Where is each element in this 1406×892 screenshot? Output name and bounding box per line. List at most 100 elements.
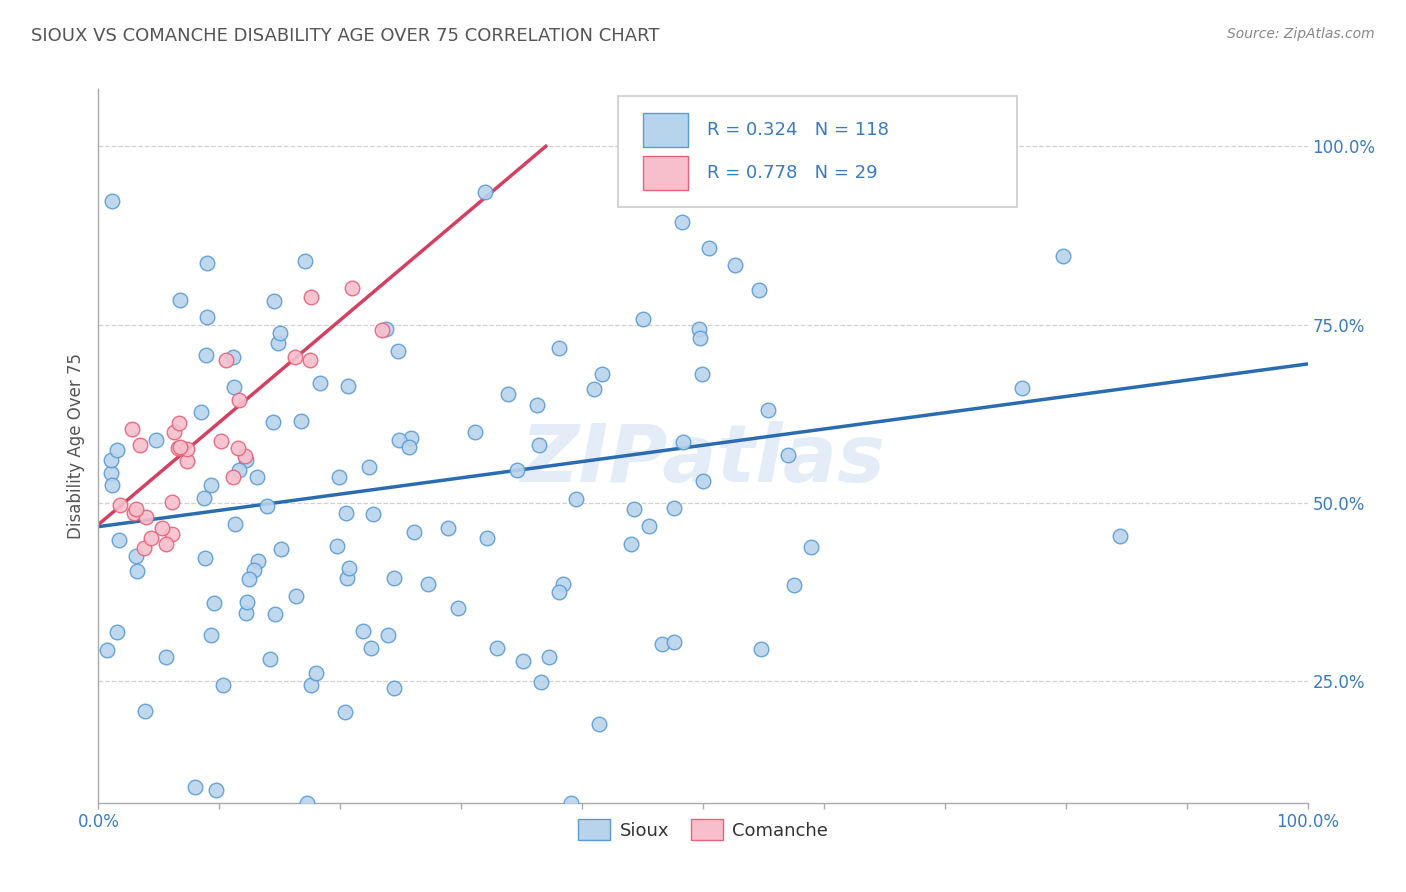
Point [190,404,212,418]
Point [238,572,260,586]
Point [340,281,363,295]
Point [176,453,198,467]
Point [145,433,167,447]
Point [305,666,328,681]
Point [548,341,571,355]
FancyBboxPatch shape [619,96,1018,207]
Point [398,440,420,454]
Point [672,435,695,450]
Point [134,704,156,718]
Point [169,293,191,307]
Point [211,678,233,692]
Point [194,348,217,362]
Point [377,627,399,641]
Point [122,507,145,521]
Point [724,258,747,272]
Point [749,642,772,657]
Point [160,527,183,541]
Point [100,478,122,492]
Point [588,716,610,731]
Point [382,571,405,585]
Point [690,367,713,381]
Point [551,577,574,591]
Point [399,431,422,445]
Point [193,491,215,505]
Point [633,312,655,326]
Point [100,453,122,467]
Point [194,551,217,566]
Point [263,293,285,308]
Point [336,571,359,585]
Point [464,425,486,439]
Point [125,549,148,563]
Text: R = 0.324   N = 118: R = 0.324 N = 118 [707,121,889,139]
Point [664,635,686,649]
Point [505,463,527,477]
Point [121,422,143,436]
Y-axis label: Disability Age Over 75: Disability Age Over 75 [66,353,84,539]
Point [262,415,284,429]
Point [108,498,131,512]
Point [200,628,222,642]
Point [371,323,394,337]
Point [200,478,222,492]
Point [526,398,548,412]
Point [748,283,770,297]
Point [243,563,266,577]
Point [352,624,374,639]
Point [163,425,186,439]
Point [108,533,131,547]
Point [382,681,405,695]
Point [222,470,245,484]
Point [125,501,148,516]
Point [416,576,439,591]
Point [301,678,323,692]
Point [195,310,218,324]
Point [560,796,582,810]
Point [263,607,285,621]
Text: Source: ZipAtlas.com: Source: ZipAtlas.com [1227,27,1375,41]
Point [477,531,499,545]
Point [1108,529,1130,543]
Point [537,649,560,664]
Point [160,495,183,509]
Point [269,326,291,340]
Point [195,256,218,270]
Point [235,607,257,621]
Point [328,469,350,483]
Point [246,470,269,484]
Point [228,392,250,407]
Point [756,403,779,417]
Point [527,438,550,452]
Point [783,578,806,592]
Point [374,322,396,336]
Point [692,474,714,488]
Legend: Sioux, Comanche: Sioux, Comanche [571,812,835,847]
Point [209,434,232,448]
Point [333,705,356,719]
Text: SIOUX VS COMANCHE DISABILITY AGE OVER 75 CORRELATION CHART: SIOUX VS COMANCHE DISABILITY AGE OVER 75… [31,27,659,45]
Point [623,502,645,516]
Point [800,540,823,554]
Point [638,519,661,533]
Point [359,460,381,475]
Point [1052,249,1074,263]
Point [176,442,198,456]
Point [446,601,468,615]
Point [326,539,349,553]
Text: ZIPatlas: ZIPatlas [520,421,886,500]
Point [1011,381,1033,395]
Point [96,642,118,657]
Point [290,414,312,428]
Point [100,194,122,208]
Point [155,650,177,665]
Point [169,440,191,454]
Point [651,637,673,651]
Point [129,438,152,452]
Point [284,351,307,365]
Point [689,331,711,345]
Point [202,597,225,611]
Point [474,185,496,199]
Point [671,214,693,228]
Point [530,674,553,689]
